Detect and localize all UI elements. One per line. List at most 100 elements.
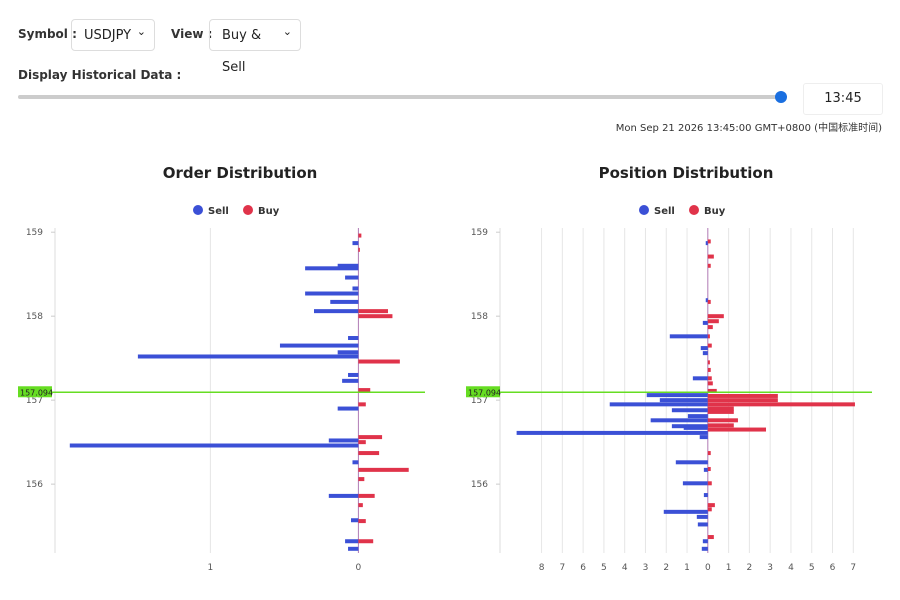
legend-label: Buy <box>704 206 726 217</box>
bar <box>358 451 380 456</box>
bar <box>337 406 359 411</box>
x-tick-label: 0 <box>705 563 711 573</box>
bar <box>663 509 708 514</box>
bar <box>703 493 708 498</box>
bar <box>707 381 713 386</box>
view-select[interactable]: Buy & Sell <box>209 16 301 75</box>
symbol-select[interactable]: USDJPY <box>71 16 155 51</box>
bar <box>707 319 719 324</box>
bar <box>352 286 359 291</box>
bar <box>700 346 708 351</box>
x-tick-label: 4 <box>622 563 628 573</box>
bar <box>707 481 712 486</box>
bar <box>646 393 708 398</box>
bar <box>358 477 365 482</box>
bar <box>702 351 708 356</box>
bar <box>358 388 371 393</box>
x-tick-label: 5 <box>601 563 607 573</box>
bar <box>358 359 400 364</box>
bar <box>671 408 708 413</box>
bar <box>358 539 374 544</box>
bar <box>348 336 359 341</box>
slider-track[interactable] <box>18 95 781 99</box>
y-tick-label: 156 <box>471 480 488 490</box>
x-tick-label: 1 <box>726 563 732 573</box>
bar <box>358 309 388 314</box>
current-price-box <box>466 386 500 398</box>
bar <box>345 539 359 544</box>
bar <box>69 443 359 448</box>
bar <box>707 451 711 456</box>
bar <box>328 493 359 498</box>
bar <box>707 467 711 472</box>
bar <box>675 460 708 465</box>
y-tick-label: 159 <box>471 228 488 238</box>
x-tick-label: 5 <box>809 563 815 573</box>
y-tick-label: 157 <box>26 396 43 406</box>
bar <box>707 535 714 540</box>
bar <box>707 503 715 508</box>
bar <box>687 414 708 419</box>
x-tick-label: 8 <box>539 563 545 573</box>
bar <box>328 438 359 443</box>
slider-knob[interactable] <box>775 91 787 103</box>
bar <box>279 343 359 348</box>
bar <box>659 398 708 403</box>
bar <box>342 378 359 383</box>
chart-title: Position Distribution <box>599 164 774 182</box>
bar <box>314 309 359 314</box>
history-label: Display Historical Data : <box>18 68 182 82</box>
bar <box>707 314 724 319</box>
current-price-box <box>18 386 52 398</box>
bar <box>358 467 409 472</box>
bar <box>697 522 708 527</box>
x-tick-label: 4 <box>788 563 794 573</box>
bar <box>337 350 359 355</box>
bar <box>305 291 359 296</box>
y-tick-label: 159 <box>26 228 43 238</box>
bar <box>707 393 778 398</box>
time-input[interactable]: 13:45 <box>803 83 883 115</box>
bar <box>707 409 734 414</box>
bar <box>707 402 855 407</box>
y-tick-label: 157 <box>471 396 488 406</box>
y-tick-label: 156 <box>26 480 43 490</box>
bar <box>696 514 708 519</box>
bar <box>707 343 712 348</box>
legend-swatch <box>193 205 203 215</box>
bar <box>609 402 708 407</box>
bar <box>348 372 359 377</box>
x-tick-label: 2 <box>747 563 753 573</box>
bar <box>330 299 359 304</box>
x-tick-label: 6 <box>580 563 586 573</box>
x-tick-label: 1 <box>208 563 214 573</box>
bar <box>348 546 359 551</box>
x-tick-label: 7 <box>559 563 565 573</box>
bar <box>705 241 708 246</box>
bar <box>707 406 734 411</box>
legend-label: Sell <box>654 206 675 217</box>
bar <box>305 266 359 271</box>
bar <box>358 503 363 508</box>
bar <box>707 263 711 268</box>
bar <box>707 423 734 428</box>
bar <box>707 367 711 372</box>
bar <box>707 427 767 432</box>
bar <box>669 334 708 339</box>
legend-swatch <box>689 205 699 215</box>
bar <box>358 314 393 319</box>
bar <box>707 360 710 365</box>
bar <box>351 518 359 523</box>
bar <box>137 354 359 359</box>
legend-label: Buy <box>258 206 280 217</box>
bar <box>705 298 708 303</box>
symbol-label: Symbol : <box>18 27 77 41</box>
bar <box>358 233 362 238</box>
legend-swatch <box>639 205 649 215</box>
bar <box>516 430 708 435</box>
x-tick-label: 1 <box>684 563 690 573</box>
chart-title: Order Distribution <box>163 164 318 182</box>
x-tick-label: 7 <box>850 563 856 573</box>
bar <box>707 507 712 512</box>
